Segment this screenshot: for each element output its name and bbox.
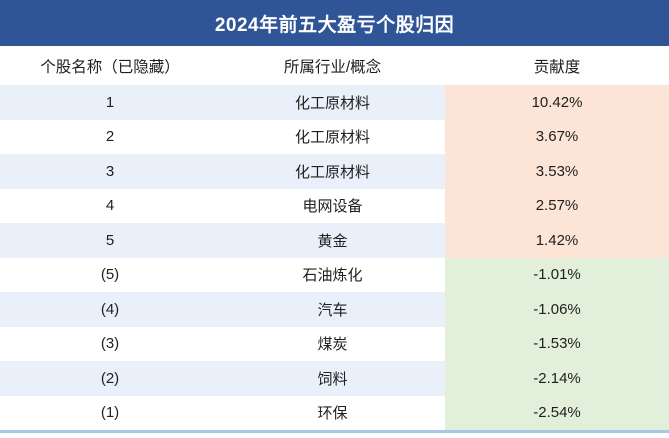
stock-rank-cell: (2) — [100, 369, 120, 387]
stock-rank-cell: (3) — [100, 335, 120, 353]
table-title: 2024年前五大盈亏个股归因 — [0, 0, 669, 46]
table-row: 2 化工原材料 3.67% — [0, 119, 669, 154]
stock-rank-cell: 2 — [105, 128, 115, 146]
contribution-cell: 1.42% — [445, 223, 669, 258]
table-row: 1 化工原材料 10.42% — [0, 85, 669, 120]
industry-cell: 汽车 — [317, 301, 348, 319]
contribution-cell: -2.54% — [445, 395, 669, 430]
industry-cell: 饲料 — [317, 370, 348, 388]
industry-cell: 煤炭 — [317, 336, 348, 354]
table-row: (5) 石油炼化 -1.01% — [0, 257, 669, 292]
industry-cell: 石油炼化 — [302, 267, 363, 285]
stock-rank-cell: (4) — [100, 300, 120, 318]
contribution-cell: 10.42% — [445, 85, 669, 120]
stock-rank-cell: (5) — [100, 266, 120, 284]
table-row: (1) 环保 -2.54% — [0, 395, 669, 430]
stock-rank-cell: 5 — [105, 231, 115, 249]
table-row: (3) 煤炭 -1.53% — [0, 326, 669, 361]
contribution-cell: 3.67% — [445, 119, 669, 154]
industry-cell: 黄金 — [317, 232, 348, 250]
contribution-cell: -2.14% — [445, 361, 669, 396]
industry-cell: 化工原材料 — [294, 94, 370, 112]
contribution-cell: -1.06% — [445, 292, 669, 327]
table-header-row: 个股名称（已隐藏） 所属行业/概念 贡献度 — [0, 46, 669, 85]
contribution-cell: 3.53% — [445, 154, 669, 189]
stock-rank-cell: (1) — [100, 404, 120, 422]
contribution-cell: 2.57% — [445, 188, 669, 223]
stock-rank-cell: 4 — [105, 197, 115, 215]
table-body: 1 化工原材料 10.42% 2 化工原材料 3.67% 3 化工原材料 3.5… — [0, 85, 669, 430]
contribution-cell: -1.53% — [445, 326, 669, 361]
stock-rank-cell: 3 — [105, 162, 115, 180]
industry-cell: 化工原材料 — [294, 163, 370, 181]
table-row: (4) 汽车 -1.06% — [0, 292, 669, 327]
table-row: (2) 饲料 -2.14% — [0, 361, 669, 396]
table-row: 5 黄金 1.42% — [0, 223, 669, 258]
stock-rank-cell: 1 — [105, 93, 115, 111]
industry-cell: 环保 — [317, 405, 348, 423]
industry-cell: 电网设备 — [302, 198, 363, 216]
table-bottom-border — [0, 430, 669, 433]
column-header-contribution: 贡献度 — [533, 58, 581, 76]
table-row: 3 化工原材料 3.53% — [0, 154, 669, 189]
column-header-industry: 所属行业/概念 — [283, 58, 382, 76]
industry-cell: 化工原材料 — [294, 129, 370, 147]
column-header-stock-name: 个股名称（已隐藏） — [40, 58, 180, 76]
table-row: 4 电网设备 2.57% — [0, 188, 669, 223]
contribution-cell: -1.01% — [445, 257, 669, 292]
footer-gap — [0, 433, 669, 438]
